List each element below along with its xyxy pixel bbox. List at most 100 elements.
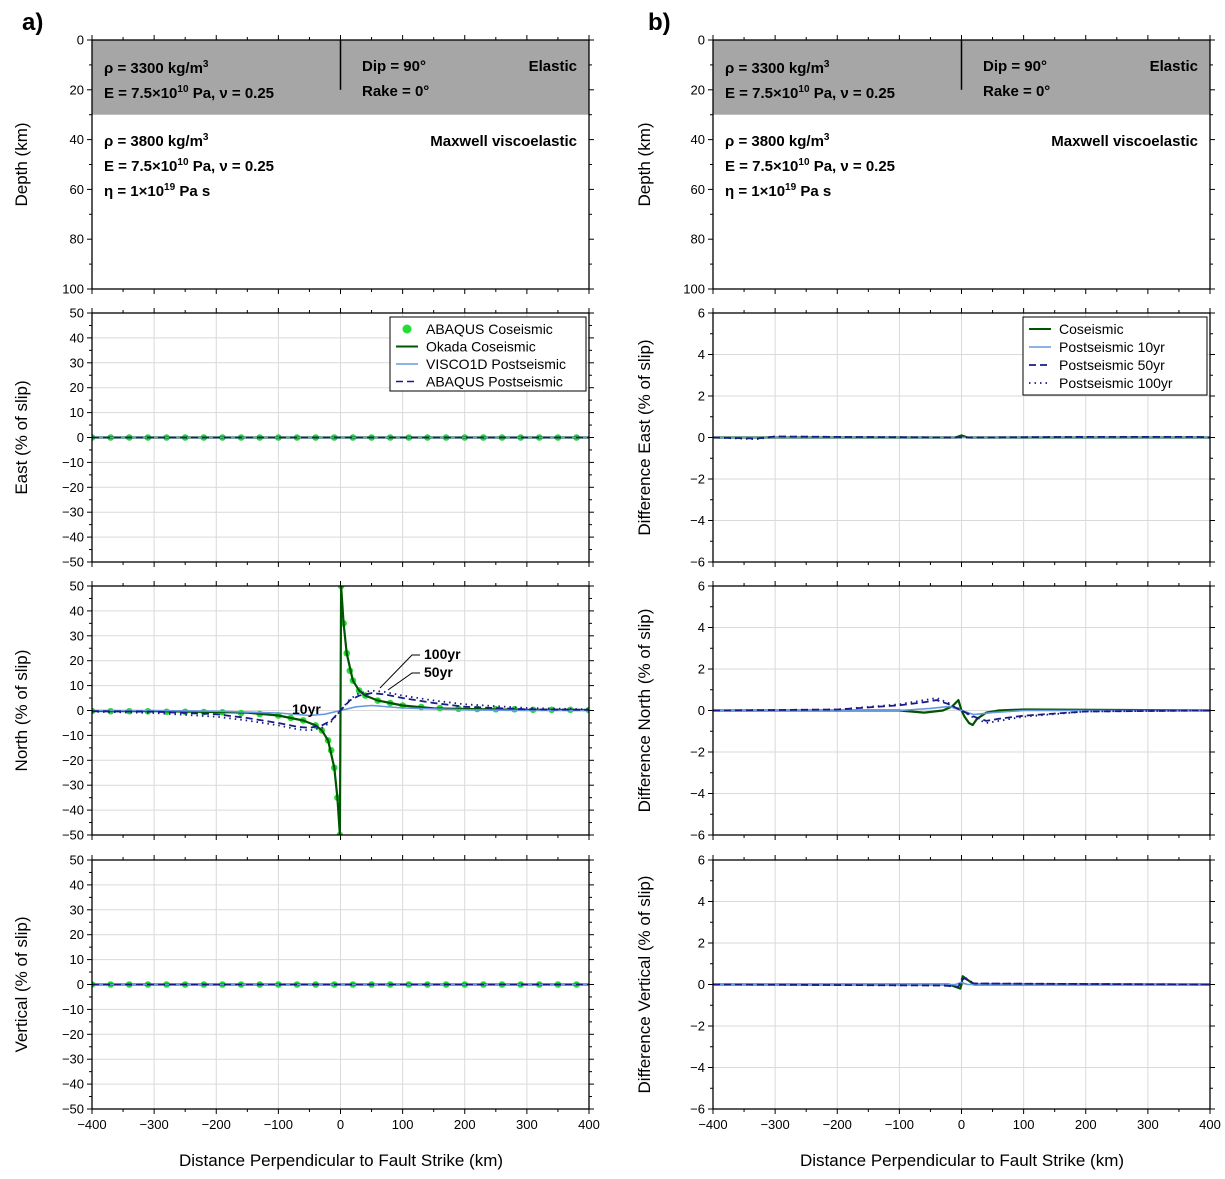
y-tick-label: 0 [698, 703, 705, 718]
y-tick-label: 0 [77, 703, 84, 718]
lower-modulus-part: E = 7.5×10 [725, 158, 798, 175]
upper-modulus: E = 7.5×1010 Pa, ν = 0.25 [104, 84, 274, 102]
y-tick-label: 6 [698, 306, 705, 321]
panel-a-north: 50 40 30 20 10 0 −10 −20 −30 −40 −50 North (% of sl… [12, 579, 594, 843]
y-tick-label: 0 [77, 33, 84, 48]
dip-label: Dip = 90° [983, 58, 1047, 75]
y-tick-label: 4 [698, 347, 705, 362]
x-tick-label: −100 [885, 1117, 914, 1132]
lower-density: ρ = 3800 kg/m3 [104, 132, 209, 150]
legend-box [389, 316, 587, 392]
series-line-postseismic-50yr [713, 977, 1210, 988]
legend-marker-dot [402, 324, 412, 334]
panel-a-east: 50 40 30 20 10 0 −10 −20 −30 −40 −50 East (% of sli… [12, 306, 594, 570]
y-tick-label: −50 [62, 555, 84, 570]
panel-b-east: 6 4 2 0 −2 −4 −6 Difference East (% of slip) [635, 306, 1215, 570]
series-group [713, 975, 1210, 990]
legend-label: ABAQUS Postseismic [426, 374, 563, 390]
y-tick-label: 2 [698, 936, 705, 951]
y-tick-label: 60 [691, 182, 705, 197]
y-tick-label: 40 [691, 132, 705, 147]
y-tick-label: −40 [62, 530, 84, 545]
series-group [92, 981, 589, 988]
lower-modulus-part: 10 [798, 157, 810, 168]
y-tick-label: 30 [70, 355, 84, 370]
legend-label: Postseismic 10yr [1059, 339, 1165, 355]
annotation-100yr: 100yr [424, 646, 461, 662]
x-tick-label: −300 [760, 1117, 789, 1132]
x-tick-label: −200 [823, 1117, 852, 1132]
y-tick-label: −4 [690, 513, 705, 528]
lower-layer-type: Maxwell viscoelastic [1051, 133, 1198, 150]
legend-box [1022, 316, 1208, 396]
lower-modulus-part: Pa, ν = 0.25 [189, 158, 274, 175]
y-tick-label: −20 [62, 480, 84, 495]
y-tick-label: 40 [70, 603, 84, 618]
lower-viscosity-part: Pa s [175, 183, 210, 200]
y-tick-label: 4 [698, 620, 705, 635]
upper-density-part: 3 [824, 59, 830, 70]
lower-modulus: E = 7.5×1010 Pa, ν = 0.25 [725, 157, 895, 175]
upper-modulus-part: 10 [798, 84, 810, 95]
y-tick-label: 100 [62, 282, 84, 297]
y-axis-label: Vertical (% of slip) [12, 916, 31, 1052]
y-tick-label: −6 [690, 1102, 705, 1117]
upper-modulus: E = 7.5×1010 Pa, ν = 0.25 [725, 84, 895, 102]
y-axis-label: East (% of slip) [12, 380, 31, 494]
y-tick-label: 80 [691, 232, 705, 247]
y-axis-label: North (% of slip) [12, 650, 31, 772]
y-tick-label: 50 [70, 306, 84, 321]
y-tick-label: 20 [70, 380, 84, 395]
y-tick-label: 0 [698, 430, 705, 445]
series-line-coseismic [713, 698, 1210, 727]
series-group [92, 434, 589, 441]
series-line-postseismic-50yr [92, 692, 589, 729]
y-tick-label: 80 [70, 232, 84, 247]
lower-density-part: 3 [824, 132, 830, 143]
x-tick-label: 100 [1013, 1117, 1035, 1132]
y-tick-label: −10 [62, 1002, 84, 1017]
rake-label: Rake = 0° [983, 83, 1050, 100]
upper-density-part: ρ = 3300 kg/m [725, 60, 824, 77]
series-line-postseismic-100yr [92, 689, 589, 732]
upper-density-part: 3 [203, 59, 209, 70]
x-tick-label: 300 [1137, 1117, 1159, 1132]
y-tick-label: 0 [77, 977, 84, 992]
x-tick-label: −400 [77, 1117, 106, 1132]
x-axis-label-a: Distance Perpendicular to Fault Strike (… [179, 1151, 503, 1170]
y-tick-label: −10 [62, 728, 84, 743]
x-tick-label: 400 [578, 1117, 600, 1132]
upper-modulus-part: 10 [177, 84, 189, 95]
legend-label: Coseismic [1059, 321, 1124, 337]
y-tick-label: −10 [62, 455, 84, 470]
upper-layer-type: Elastic [1150, 58, 1198, 75]
x-tick-label: 0 [337, 1117, 344, 1132]
upper-modulus-part: Pa, ν = 0.25 [189, 85, 274, 102]
lower-viscosity: η = 1×1019 Pa s [104, 182, 210, 200]
panel-b-north: 6 4 2 0 −2 −4 −6 Difference North (% of slip) [635, 579, 1215, 843]
y-tick-label: −50 [62, 828, 84, 843]
x-tick-label: 100 [392, 1117, 414, 1132]
x-tick-label: −400 [698, 1117, 727, 1132]
rake-label: Rake = 0° [362, 83, 429, 100]
x-tick-label: 300 [516, 1117, 538, 1132]
x-tick-label: −300 [139, 1117, 168, 1132]
north-annotations: 100yr 50yr 10yr [292, 646, 461, 717]
y-tick-label: −30 [62, 505, 84, 520]
legend-label: Postseismic 100yr [1059, 375, 1173, 391]
y-tick-label: 30 [70, 902, 84, 917]
x-tick-label: 400 [1199, 1117, 1221, 1132]
y-tick-label: −2 [690, 1019, 705, 1034]
lower-viscosity: η = 1×1019 Pa s [725, 182, 831, 200]
y-axis-label: Depth (km) [12, 122, 31, 206]
y-tick-label: 60 [70, 182, 84, 197]
y-tick-label: −4 [690, 786, 705, 801]
y-tick-label: 40 [70, 330, 84, 345]
annotation-10yr: 10yr [292, 701, 321, 717]
y-axis-label: Difference East (% of slip) [635, 339, 654, 535]
y-tick-label: −40 [62, 803, 84, 818]
y-tick-label: −50 [62, 1102, 84, 1117]
